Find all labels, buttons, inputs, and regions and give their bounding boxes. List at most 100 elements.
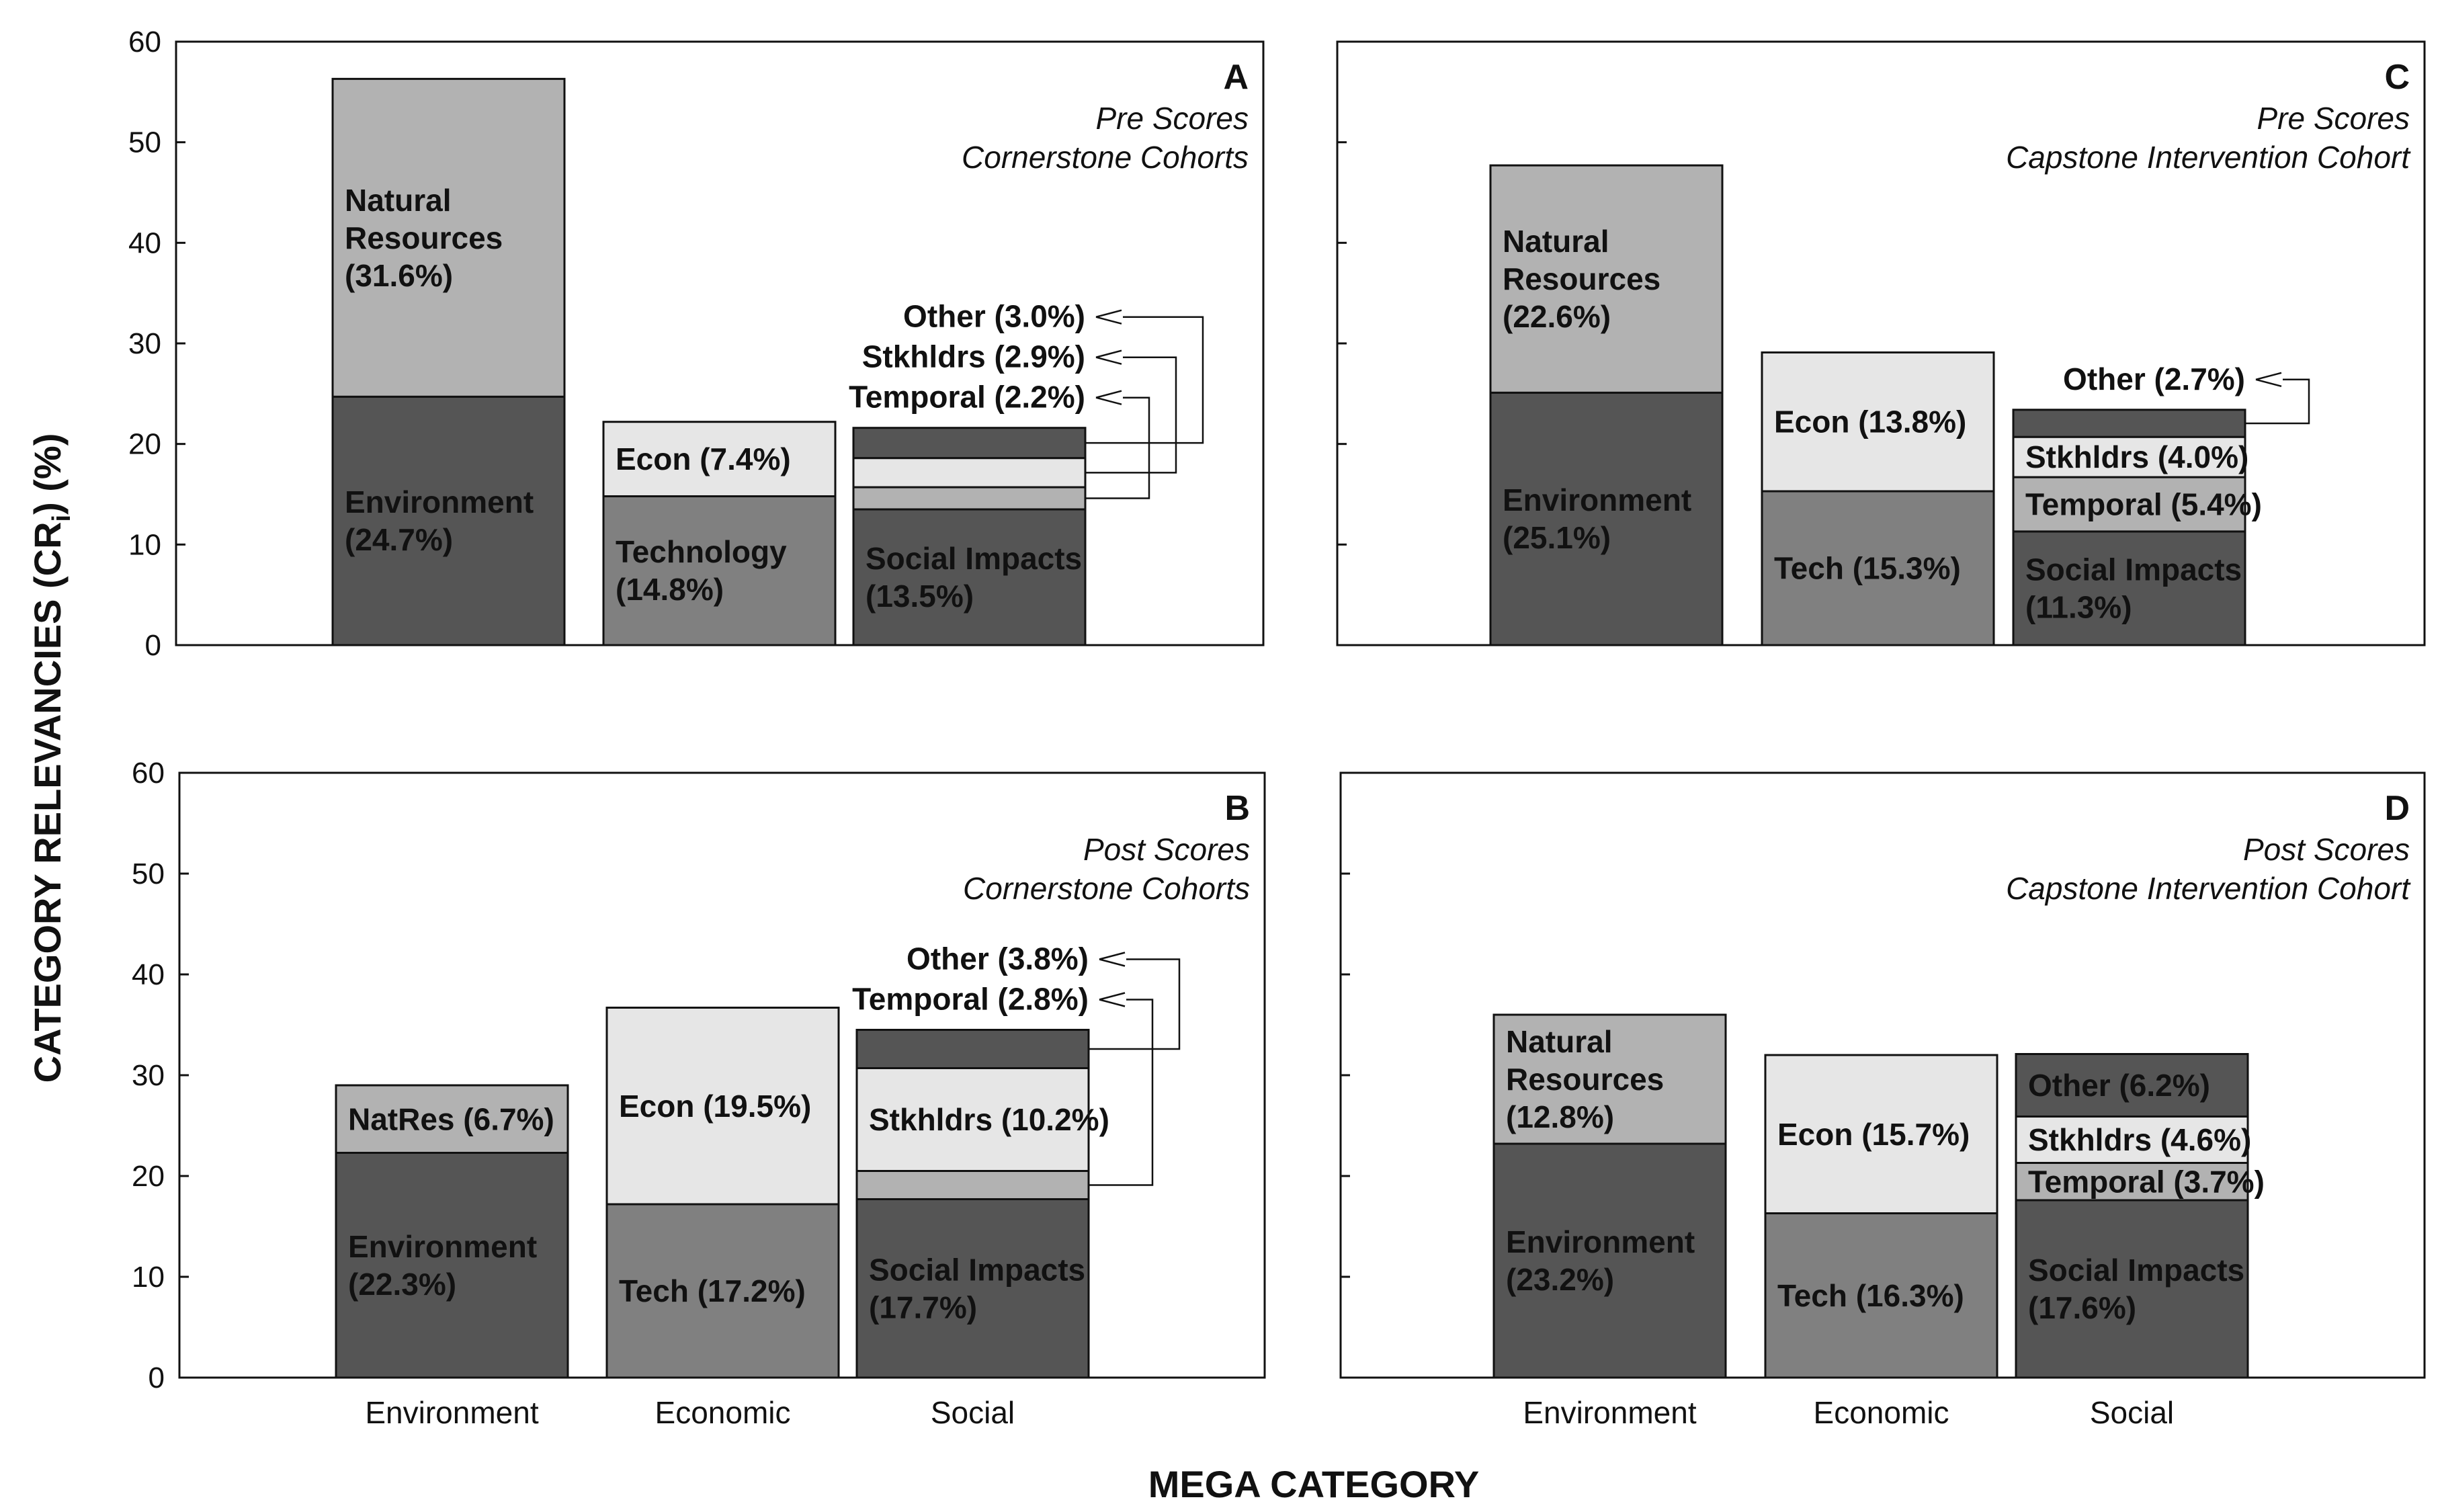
bar-segment-social-impacts (852, 508, 1087, 646)
panel-subtitle: Cornerstone Cohorts (963, 871, 1250, 906)
y-tick-label: 50 (132, 857, 165, 890)
y-axis-title: CATEGORY RELEVANCIES (CRi) (%) (26, 433, 76, 1083)
x-category-label: Environment (365, 1395, 538, 1430)
segment-label: Social Impacts (866, 541, 1082, 576)
segment-label: Tech (15.3%) (1774, 551, 1961, 586)
bar-segment-environment (331, 395, 566, 646)
panel-subtitle: Capstone Intervention Cohort (2006, 140, 2411, 175)
y-tick-label: 60 (128, 26, 161, 58)
segment-label: Tech (17.2%) (619, 1273, 806, 1308)
segment-label: Technology (616, 534, 787, 569)
x-axis-title: MEGA CATEGORY (1148, 1463, 1480, 1505)
segment-label: Temporal (3.7%) (2028, 1164, 2265, 1199)
bar-segment-temporal (852, 486, 1087, 511)
segment-label: Natural (1506, 1024, 1612, 1059)
bar-segment-tech (1764, 1212, 1998, 1379)
bar-economic: Technology(14.8%) Econ (7.4%) (602, 421, 837, 646)
segment-label: Social Impacts (2025, 552, 2242, 587)
callout-label: Stkhldrs (2.9%) (862, 339, 1085, 374)
bar-environment: Environment(23.2%) NaturalResources(12.8%… (1492, 1013, 1727, 1379)
y-tick-label: 0 (149, 1361, 165, 1394)
segment-label: (31.6%) (345, 258, 453, 293)
y-tick-label: 40 (128, 226, 161, 259)
bar-environment: Environment(24.7%) NaturalResources(31.6%… (331, 77, 566, 646)
y-tick-label: 10 (132, 1261, 165, 1294)
segment-label: Temporal (5.4%) (2025, 487, 2262, 521)
y-tick-label: 60 (132, 757, 165, 790)
callout-label: Other (2.7%) (2063, 362, 2245, 396)
y-tick-label: 30 (128, 327, 161, 360)
segment-label: Tech (16.3%) (1777, 1278, 1964, 1313)
segment-label: Environment (348, 1229, 537, 1264)
segment-label: Econ (7.4%) (616, 442, 791, 476)
x-category-label: Economic (655, 1395, 791, 1430)
segment-label: Econ (15.7%) (1777, 1117, 1970, 1152)
y-tick-label: 0 (145, 629, 161, 662)
segment-label: Stkhldrs (10.2%) (869, 1102, 1109, 1137)
panel-subtitle: Pre Scores (2257, 101, 2410, 136)
panel-letter: C (2384, 58, 2410, 97)
bar-segment-other (2015, 1053, 2249, 1118)
callout-label: Other (3.8%) (907, 941, 1089, 976)
bar-environment: Environment(22.3%) NatRes (6.7%) (335, 1084, 569, 1379)
panel-subtitle: Post Scores (1083, 832, 1250, 867)
callout-connector (1085, 316, 1204, 444)
bar-segment-tech (1761, 490, 1995, 646)
y-tick-label: 50 (128, 126, 161, 159)
bar-social: Social Impacts(13.5%) (852, 427, 1087, 646)
x-category-label: Social (2090, 1395, 2174, 1430)
segment-label: Econ (13.8%) (1774, 405, 1966, 439)
bar-segment-natural-resources (1489, 164, 1724, 394)
panel-b: 0 10 20 30 40 50 60 B Post Scores Cornerstone Coh… (132, 757, 1266, 1430)
segment-label: (22.3%) (348, 1267, 456, 1302)
segment-label: Econ (19.5%) (619, 1089, 811, 1124)
panel-c: C Pre Scores Capstone Intervention Cohort E… (1336, 40, 2426, 646)
segment-label: (17.6%) (2028, 1290, 2136, 1325)
callout-connector (2245, 378, 2310, 425)
segment-label: Resources (1503, 261, 1660, 296)
callout-arrow (1095, 349, 1122, 365)
bar-social: Social Impacts(17.6%) Temporal (3.7%) Stkh… (2015, 1053, 2265, 1379)
bar-social: Social Impacts(17.7%) Stkhldrs (10.2%) (855, 1029, 1109, 1379)
callout-connector (1085, 356, 1177, 474)
callout-arrow (1099, 952, 1126, 967)
y-tick-label: 20 (128, 428, 161, 461)
y-tick-label: 10 (128, 528, 161, 561)
bar-segment-social-impacts (855, 1198, 1090, 1379)
y-tick-label: 20 (132, 1160, 165, 1193)
segment-label: (22.6%) (1503, 299, 1611, 334)
bar-economic: Tech (15.3%) Econ (13.8%) (1761, 351, 1995, 646)
callout-label: Temporal (2.8%) (852, 982, 1089, 1017)
bar-segment-econ (1761, 351, 1995, 493)
panel-subtitle: Capstone Intervention Cohort (2006, 871, 2411, 906)
segment-label: Stkhldrs (4.0%) (2025, 439, 2248, 474)
y-tick-label: 40 (132, 958, 165, 991)
callout-connector (1089, 958, 1181, 1050)
bar-segment-natural-resources (1492, 1013, 1727, 1145)
callout-arrow (1099, 992, 1126, 1007)
bar-segment-econ (1764, 1054, 1998, 1214)
callout-label: Other (3.0%) (903, 299, 1085, 334)
segment-label: (13.5%) (866, 579, 974, 614)
x-category-label: Environment (1523, 1395, 1696, 1430)
segment-label: Social Impacts (2028, 1253, 2244, 1288)
bar-segment-social-impacts (2012, 530, 2246, 646)
segment-label: Environment (1506, 1224, 1695, 1259)
bar-segment-social-impacts (2015, 1199, 2249, 1379)
segment-label: Stkhldrs (4.6%) (2028, 1122, 2251, 1157)
bar-segment-other (855, 1029, 1090, 1069)
panel-a: 0 10 20 30 40 50 60 A Pre Scores Cornerstone Coho… (128, 26, 1265, 662)
panels: 0 10 20 30 40 50 60 A Pre Scores Cornerstone Coho… (128, 26, 2426, 1430)
segment-label: (24.7%) (345, 522, 453, 557)
panel-subtitle: Pre Scores (1095, 101, 1249, 136)
segment-label: Environment (345, 485, 534, 519)
panel-d: D Post Scores Capstone Intervention Cohort… (1339, 771, 2426, 1430)
panel-letter: A (1223, 58, 1249, 97)
bar-economic: Tech (16.3%) Econ (15.7%) (1764, 1054, 1998, 1379)
x-category-label: Social (931, 1395, 1015, 1430)
bar-segment-stkhldrs (855, 1067, 1090, 1172)
segment-label: Social Impacts (869, 1252, 1085, 1287)
bar-segment-stkhldrs (852, 457, 1087, 489)
callout-arrow (1095, 309, 1122, 325)
